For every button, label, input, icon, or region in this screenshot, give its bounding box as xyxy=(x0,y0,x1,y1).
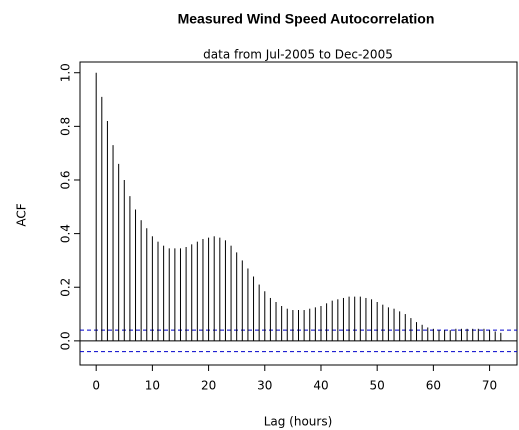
plot-box xyxy=(79,61,518,366)
x-tick-label: 50 xyxy=(370,379,385,393)
y-tick-label: 0.6 xyxy=(59,170,73,189)
x-tick-label: 40 xyxy=(313,379,328,393)
y-tick-label: 0.4 xyxy=(59,224,73,243)
chart-title: Measured Wind Speed Autocorrelation xyxy=(178,11,435,27)
x-tick-label: 20 xyxy=(201,379,216,393)
x-axis-label: Lag (hours) xyxy=(264,415,333,429)
x-tick-label: 70 xyxy=(482,379,497,393)
y-tick-label: 0.2 xyxy=(59,278,73,297)
y-tick-label: 0.0 xyxy=(59,331,73,350)
y-tick-label: 0.8 xyxy=(59,117,73,136)
x-tick-label: 30 xyxy=(257,379,272,393)
x-tick-label: 0 xyxy=(92,379,100,393)
x-tick-label: 10 xyxy=(145,379,160,393)
chart-subtitle: data from Jul-2005 to Dec-2005 xyxy=(203,48,393,62)
y-axis-label: ACF xyxy=(15,203,29,226)
y-tick-label: 1.0 xyxy=(59,63,73,82)
x-tick-label: 60 xyxy=(426,379,441,393)
